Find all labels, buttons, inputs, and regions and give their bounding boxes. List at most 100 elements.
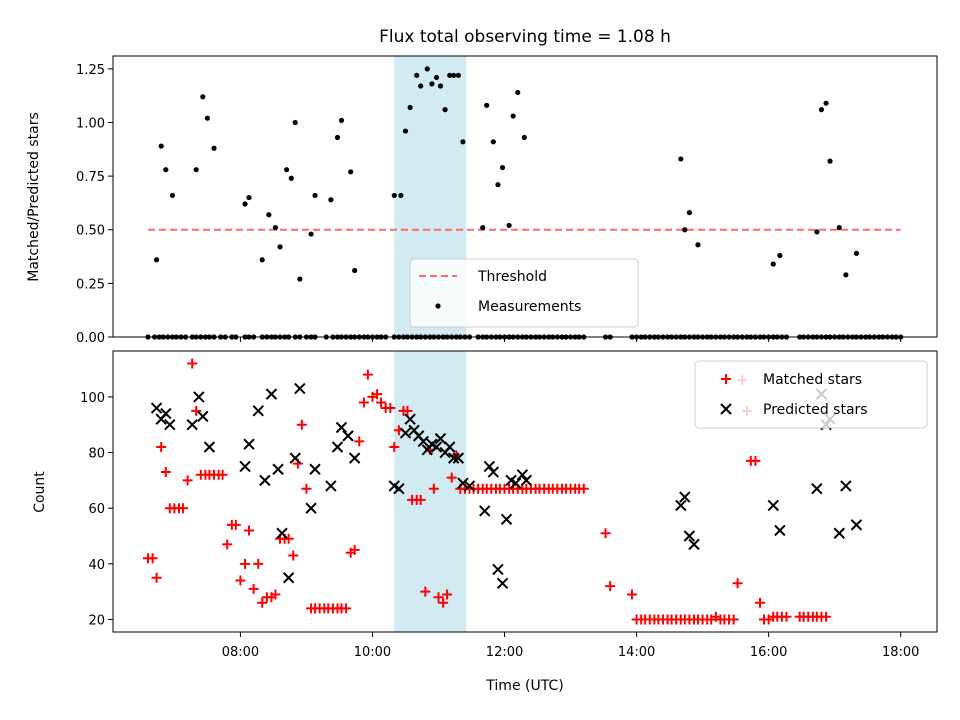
data-point: [164, 419, 176, 431]
data-point: [457, 477, 469, 489]
data-point: [833, 527, 845, 539]
data-point: [277, 244, 283, 250]
data-point: [393, 483, 405, 495]
data-point: [417, 435, 430, 448]
data-point: [193, 167, 199, 173]
data-point: [433, 74, 440, 81]
data-point: [418, 83, 424, 89]
data-point: [490, 139, 496, 145]
y-tick-label: 1.00: [76, 116, 105, 131]
plot-frame: [112, 55, 938, 338]
data-point: [354, 436, 365, 447]
data-point: [309, 463, 321, 475]
data-point: [402, 128, 409, 134]
data-point: [479, 505, 491, 517]
data-point: [480, 225, 486, 231]
data-point: [433, 592, 444, 603]
data-point: [821, 611, 832, 622]
data-point: [248, 583, 259, 594]
top-y-axis-label: Matched/Predicted stars: [26, 112, 42, 282]
data-point: [452, 452, 465, 464]
y-tick-label: 0.00: [76, 331, 105, 346]
legend-swatch: [720, 403, 732, 415]
data-point: [695, 242, 701, 248]
data-point: [437, 83, 444, 89]
data-point: [853, 250, 860, 256]
data-point: [424, 66, 430, 72]
data-point: [235, 575, 246, 586]
data-point: [204, 115, 211, 121]
data-point: [774, 524, 786, 537]
data-point: [292, 119, 298, 126]
data-point: [239, 460, 251, 473]
data-point: [827, 158, 833, 164]
data-point: [288, 175, 294, 181]
legend: Threshold Measurements: [409, 258, 639, 328]
data-point: [348, 169, 354, 175]
data-point: [197, 410, 209, 423]
data-point: [483, 460, 496, 473]
x-tick-label: 14:00: [618, 645, 655, 660]
data-point: [460, 139, 466, 145]
data-point: [312, 192, 318, 199]
data-point: [349, 544, 360, 555]
legend-label: Measurements: [478, 299, 581, 315]
data-point: [446, 472, 457, 483]
data-point: [463, 480, 476, 492]
y-tick-label: 60: [88, 502, 105, 517]
data-point: [259, 257, 265, 263]
data-point: [385, 403, 396, 414]
data-point: [203, 441, 216, 453]
data-point: [153, 257, 160, 263]
data-point: [230, 519, 241, 530]
data-point: [193, 391, 205, 403]
legend-label: Predicted stars: [763, 402, 868, 418]
data-point: [296, 419, 307, 430]
legend-box: [694, 360, 928, 429]
data-point: [510, 477, 522, 489]
data-point: [451, 72, 457, 78]
data-point: [404, 413, 416, 425]
y-tick-label: 100: [80, 391, 105, 406]
data-point: [434, 432, 447, 445]
x-tick-label: 16:00: [750, 645, 787, 660]
data-point: [398, 192, 404, 199]
data-point: [447, 452, 460, 464]
data-point: [158, 143, 164, 149]
data-point: [843, 272, 849, 278]
y-tick-label: 0.50: [76, 224, 105, 239]
data-point: [187, 358, 198, 369]
legend-measurements-swatch: [435, 303, 441, 309]
data-point: [246, 194, 252, 201]
data-point: [506, 222, 512, 229]
data-point: [496, 577, 509, 590]
data-point: [283, 533, 294, 544]
data-point: [389, 441, 400, 452]
data-point: [442, 589, 453, 600]
data-point: [358, 397, 369, 408]
data-point: [294, 382, 306, 395]
data-point: [399, 427, 412, 439]
data-point: [352, 267, 358, 274]
data-point: [682, 227, 688, 233]
data-point: [272, 225, 279, 231]
data-point: [177, 503, 188, 514]
data-point: [242, 201, 248, 207]
data-point: [331, 441, 344, 453]
data-point: [750, 455, 761, 466]
y-tick-label: 1.25: [76, 63, 105, 78]
data-point: [222, 539, 233, 550]
y-tick-label: 20: [88, 613, 105, 628]
x-tick-label: 12:00: [486, 645, 523, 660]
x-tick-label: 18:00: [882, 645, 919, 660]
x-tick-label: 08:00: [222, 645, 259, 660]
data-point: [444, 441, 456, 453]
data-point: [428, 483, 439, 494]
data-point: [305, 502, 317, 514]
data-point: [150, 402, 163, 414]
series-measurements-nonzero: [153, 66, 860, 282]
data-point: [362, 369, 373, 380]
y-tick-label: 0.25: [76, 277, 105, 292]
y-tick-label: 0.75: [76, 170, 105, 185]
